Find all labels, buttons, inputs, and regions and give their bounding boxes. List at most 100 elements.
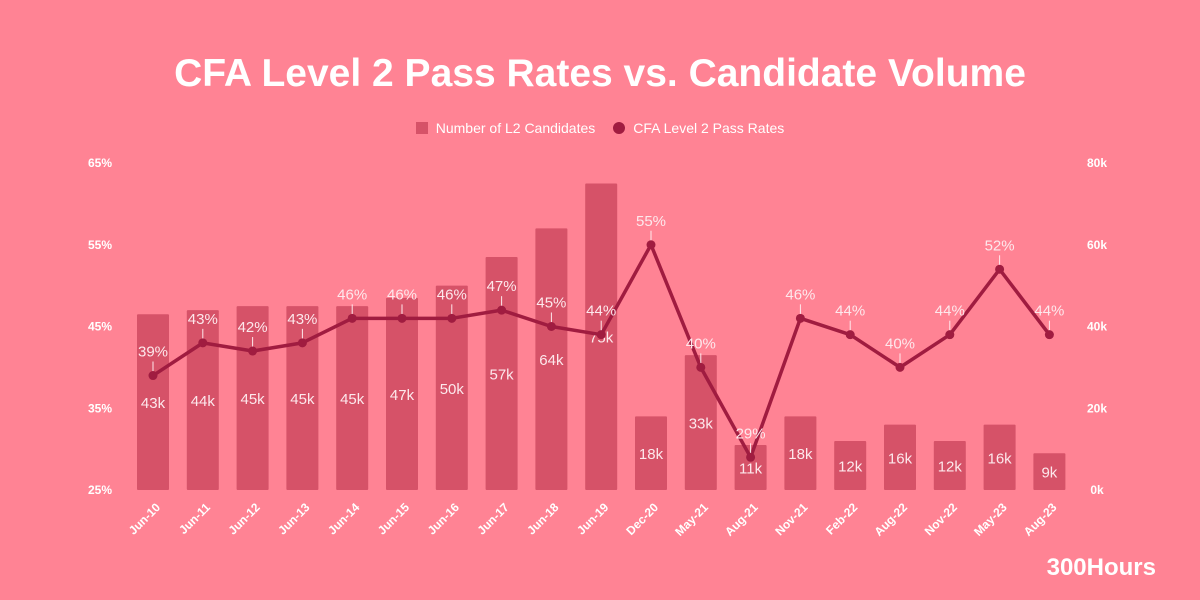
bar: [834, 440, 867, 490]
point-label: 42%: [238, 319, 268, 336]
point-label: 44%: [1034, 303, 1064, 320]
line-point: [248, 346, 258, 356]
bar: [186, 310, 219, 490]
x-axis-tick: Jun-18: [524, 500, 561, 537]
point-label: 45%: [536, 295, 566, 312]
x-axis-tick: Aug-23: [1021, 500, 1060, 539]
line-point: [497, 305, 507, 315]
bar: [137, 314, 169, 490]
left-axis-tick: 45%: [88, 320, 112, 334]
point-label: 44%: [586, 303, 616, 320]
line-point: [1044, 330, 1054, 340]
bar: [386, 297, 418, 490]
point-label: 40%: [885, 335, 915, 352]
x-axis-tick: Jun-17: [474, 500, 511, 537]
point-label: 40%: [686, 335, 716, 352]
legend-label: Number of L2 Candidates: [435, 120, 596, 136]
line-point: [596, 330, 606, 340]
legend: Number of L2 Candidates CFA Level 2 Pass…: [0, 120, 1200, 136]
legend-item-pass-rates: CFA Level 2 Pass Rates: [613, 120, 784, 136]
x-axis-tick: Jun-14: [325, 500, 362, 537]
line-point: [995, 264, 1005, 274]
line-point: [696, 362, 706, 372]
bar-label: 12k: [838, 458, 863, 475]
line-point: [148, 371, 158, 381]
bar: [734, 445, 767, 490]
brand-logo: 300Hours: [1046, 554, 1156, 581]
line-point: [895, 362, 905, 372]
line-point: [646, 240, 656, 250]
bar-label: 16k: [888, 450, 913, 467]
point-label: 47%: [487, 278, 517, 295]
x-axis-tick: Jun-10: [126, 500, 163, 537]
point-label: 39%: [138, 344, 168, 361]
x-axis-tick: May-23: [971, 500, 1010, 539]
right-axis-tick: 20k: [1087, 401, 1107, 415]
point-label: 29%: [736, 425, 766, 442]
right-axis-tick: 60k: [1087, 238, 1107, 252]
bar-label: 43k: [141, 395, 166, 412]
point-label: 44%: [835, 303, 865, 320]
bar: [485, 257, 518, 490]
legend-item-candidates: Number of L2 Candidates: [415, 120, 596, 136]
left-axis-tick: 25%: [88, 483, 112, 497]
bar: [983, 424, 1016, 490]
bar-label: 16k: [988, 450, 1013, 467]
x-axis-tick: Dec-20: [623, 500, 661, 538]
bar: [933, 440, 966, 490]
bar-label: 44k: [191, 393, 216, 410]
x-axis-tick: Jun-12: [225, 500, 262, 537]
bar-label: 33k: [689, 416, 714, 433]
left-axis-tick: 35%: [88, 401, 112, 415]
point-label: 46%: [337, 286, 367, 303]
x-axis-tick: Jun-16: [425, 500, 462, 537]
x-axis-tick: Aug-21: [722, 500, 761, 539]
point-label: 46%: [387, 286, 417, 303]
legend-bar-swatch: [415, 122, 428, 134]
right-axis-tick: 80k: [1087, 156, 1107, 170]
legend-line-swatch: [613, 122, 626, 134]
line-point: [845, 330, 855, 340]
bar-label: 18k: [788, 446, 813, 463]
bar: [884, 424, 916, 490]
chart-title: CFA Level 2 Pass Rates vs. Candidate Vol…: [174, 52, 1026, 95]
x-axis-tick: Jun-11: [176, 500, 213, 537]
right-axis-tick: 40k: [1087, 320, 1107, 334]
x-axis-tick: May-21: [672, 500, 711, 539]
bar: [435, 285, 468, 490]
line-point: [397, 313, 407, 323]
x-axis-tick: Aug-22: [871, 500, 910, 539]
bar-label: 45k: [241, 391, 266, 408]
bar-label: 11k: [739, 461, 763, 478]
bar: [635, 416, 667, 490]
x-axis-tick: Jun-15: [375, 500, 412, 537]
left-axis-tick: 65%: [88, 156, 112, 170]
x-axis-tick: Feb-22: [823, 500, 860, 537]
x-axis-tick: Jun-19: [574, 500, 611, 537]
bar: [286, 306, 319, 490]
bar-label: 45k: [290, 391, 315, 408]
point-label: 43%: [287, 311, 317, 328]
line-point: [447, 313, 457, 323]
bar: [336, 306, 369, 490]
x-axis-tick: Nov-21: [772, 500, 810, 538]
line-point: [198, 338, 208, 348]
bar-label: 45k: [340, 391, 365, 408]
line-point: [795, 313, 805, 323]
line-point: [546, 322, 556, 331]
line-point: [746, 452, 756, 462]
left-axis-tick: 55%: [88, 238, 112, 252]
bar: [535, 228, 568, 490]
point-label: 46%: [437, 286, 467, 303]
bar-label: 12k: [938, 458, 963, 475]
bar-label: 64k: [539, 352, 564, 369]
bar-label: 47k: [390, 387, 415, 404]
bar: [236, 306, 269, 490]
right-axis-tick: 0k: [1090, 483, 1104, 497]
line-point: [347, 313, 357, 323]
legend-label: CFA Level 2 Pass Rates: [633, 120, 785, 136]
bar: [684, 355, 717, 490]
bar-label: 18k: [639, 446, 664, 463]
bar-label: 50k: [440, 381, 465, 398]
